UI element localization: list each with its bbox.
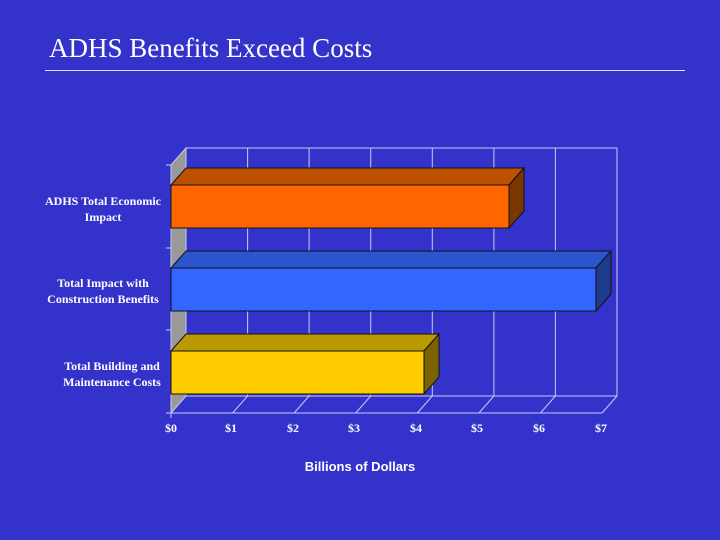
category-label-2: Total Building and Maintenance Costs bbox=[37, 358, 187, 390]
x-tick-5: $5 bbox=[471, 421, 483, 435]
category-label-line: Total Impact with bbox=[57, 276, 149, 290]
x-tick-3: $3 bbox=[348, 421, 360, 435]
category-label-line: Construction Benefits bbox=[47, 292, 159, 306]
bar-total-building-maintenance bbox=[169, 332, 441, 396]
title-underline bbox=[45, 70, 685, 71]
bar-total-impact-construction bbox=[169, 249, 613, 313]
x-tick-7: $7 bbox=[595, 421, 607, 435]
bar-adhs-total-economic-impact bbox=[169, 166, 526, 230]
category-label-line: ADHS Total Economic bbox=[44, 194, 161, 208]
category-label-1: Total Impact with Construction Benefits bbox=[28, 275, 178, 307]
slide-title: ADHS Benefits Exceed Costs bbox=[49, 33, 373, 63]
x-tick-6: $6 bbox=[533, 421, 545, 435]
category-label-line: Maintenance Costs bbox=[63, 375, 161, 389]
x-axis-label: Billions of Dollars bbox=[304, 459, 416, 474]
x-tick-4: $4 bbox=[410, 421, 422, 435]
x-tick-0: $0 bbox=[165, 421, 177, 435]
category-label-line: Impact bbox=[84, 210, 122, 224]
category-label-line: Total Building and bbox=[64, 359, 160, 373]
category-label-0: ADHS Total Economic Impact bbox=[28, 193, 178, 225]
x-tick-2: $2 bbox=[287, 421, 299, 435]
x-tick-1: $1 bbox=[225, 421, 237, 435]
